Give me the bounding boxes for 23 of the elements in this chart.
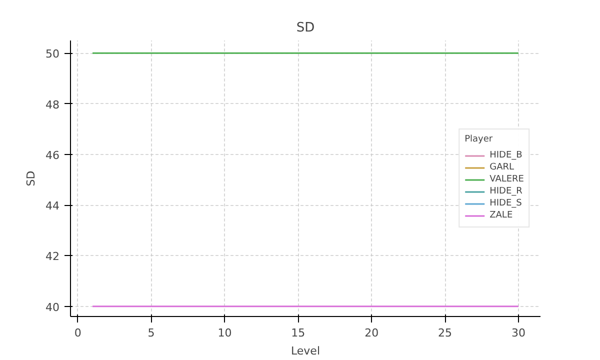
y-tick-label: 50	[46, 48, 60, 61]
y-tick-label: 40	[46, 300, 60, 314]
legend-label: GARL	[490, 162, 514, 174]
legend-title: Player	[464, 134, 494, 144]
y-tick-label: 42	[46, 250, 60, 264]
y-tick-label: 46	[46, 148, 60, 162]
x-tick-label: 10	[218, 326, 232, 340]
y-tick-label: 48	[46, 98, 60, 112]
y-axis-title: SD	[24, 170, 38, 186]
y-tick-label: 44	[46, 200, 60, 213]
legend-label: ZALE	[490, 210, 513, 222]
legend-label: HIDE_R	[490, 186, 522, 198]
legend-label: VALERE	[490, 174, 524, 186]
x-tick-label: 5	[148, 326, 155, 340]
legend-label: HIDE_B	[490, 150, 522, 162]
x-tick-label: 30	[511, 326, 526, 340]
x-axis-title: Level	[290, 344, 320, 358]
x-tick-label: 20	[364, 326, 379, 340]
x-tick-label: 25	[438, 326, 452, 340]
chart-title: SD	[296, 20, 315, 36]
x-tick-label: 0	[74, 326, 82, 340]
legend-label: HIDE_S	[490, 198, 522, 210]
x-tick-label: 15	[291, 326, 306, 340]
